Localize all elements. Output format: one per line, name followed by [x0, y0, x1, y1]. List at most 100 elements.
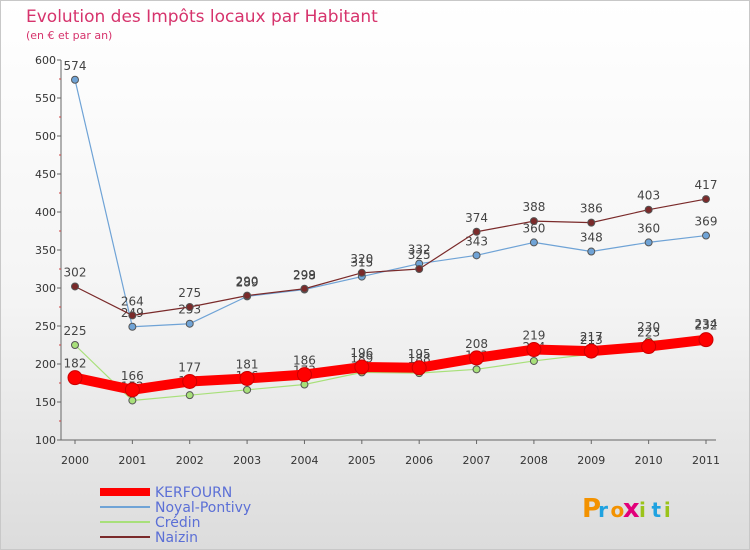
data-label: 181: [236, 357, 259, 371]
series-line: [74, 79, 707, 328]
data-label: 289: [236, 275, 259, 289]
data-point: [357, 268, 366, 277]
data-label: 320: [350, 252, 373, 266]
data-label: 195: [408, 347, 431, 361]
data-label: 360: [637, 221, 660, 235]
data-point: [529, 217, 538, 226]
brand-letter: t: [651, 498, 661, 522]
axes: 100 150 200 250 300 350 400 450 500 550 600 2000 200…: [35, 54, 720, 467]
data-label: 325: [408, 248, 431, 262]
data-label: 196: [350, 346, 373, 360]
data-point: [698, 332, 714, 348]
x-tick-label: 2010: [635, 454, 663, 467]
x-tick-label: 2001: [118, 454, 146, 467]
data-point: [128, 396, 137, 405]
data-point: [583, 343, 599, 359]
brand-letter: r: [598, 498, 608, 522]
data-label: 574: [64, 59, 87, 73]
data-point: [71, 75, 79, 84]
data-label: 290: [236, 275, 259, 289]
data-point: [300, 284, 309, 293]
data-label: 208: [465, 337, 488, 351]
proxiti-logo: Pr ox i t i: [582, 494, 671, 524]
y-tick-label: 350: [35, 244, 56, 257]
data-label: 403: [637, 189, 660, 203]
data-label: 315: [350, 256, 373, 270]
data-point: [702, 231, 710, 240]
data-point: [185, 319, 194, 328]
data-point: [182, 373, 198, 389]
legend-label: Naizin: [155, 530, 198, 546]
data-point: [239, 370, 255, 386]
y-tick-label: 200: [35, 358, 56, 371]
data-label: 189: [350, 351, 373, 365]
data-label: 332: [408, 243, 431, 257]
data-point: [243, 385, 252, 394]
data-label: 182: [64, 357, 87, 371]
data-label: 348: [580, 231, 603, 245]
brand-letter: i: [639, 498, 646, 522]
data-point: [124, 382, 140, 398]
data-point: [529, 238, 538, 247]
data-label: 177: [178, 360, 201, 374]
data-label: 264: [121, 294, 144, 308]
series-line: [74, 198, 707, 316]
data-label: 299: [293, 268, 316, 282]
data-label: 360: [522, 221, 545, 235]
series-layer: 2251521591661731891881932042132302345742…: [64, 59, 718, 405]
legend-label: Crédin: [155, 515, 201, 531]
data-label: 386: [580, 202, 603, 216]
data-point: [415, 265, 424, 273]
data-label: 298: [293, 269, 316, 283]
data-point: [243, 291, 252, 300]
y-tick-label: 600: [35, 54, 56, 67]
data-label: 369: [695, 215, 718, 229]
x-tick-label: 2003: [233, 454, 261, 467]
series-noyal-pontivy: 574249253289298315332343360348360369: [64, 59, 718, 331]
data-point: [644, 205, 653, 214]
data-point: [644, 238, 653, 247]
data-point: [71, 341, 79, 349]
data-label: 225: [64, 324, 87, 338]
y-tick-label: 550: [35, 92, 56, 105]
y-tick-label: 450: [35, 168, 56, 181]
series-kerfourn: 182 166 177 181 186 196 195 208 219 217 223 232: [64, 319, 718, 398]
data-label: 234: [695, 317, 718, 331]
brand-letter: x: [623, 494, 640, 524]
data-label: 213: [580, 333, 603, 347]
x-tick-label: 2000: [61, 454, 89, 467]
series-naizin: 302 264 275 290 299 320 325 374 388 386 403 417: [64, 178, 717, 320]
x-tick-label: 2011: [692, 454, 720, 467]
data-point: [472, 227, 481, 236]
data-point: [296, 367, 312, 383]
data-point: [641, 339, 657, 355]
data-label: 230: [637, 320, 660, 334]
brand-letter: o: [611, 498, 625, 522]
data-point: [128, 311, 137, 320]
legend-label: KERFOURN: [155, 485, 232, 501]
data-label: 343: [465, 234, 488, 248]
data-label: 275: [178, 286, 201, 300]
data-point: [587, 218, 596, 227]
data-point: [472, 365, 481, 374]
data-label: 217: [580, 330, 603, 344]
brand-letter: i: [664, 498, 671, 522]
data-point: [128, 322, 137, 331]
legend-label: Noyal-Pontivy: [155, 500, 251, 516]
data-label: 388: [522, 200, 545, 214]
series-cr-din: 225152159166173189188193204213230234: [64, 317, 718, 405]
y-tick-label: 100: [35, 434, 56, 447]
data-label: 166: [121, 369, 144, 383]
data-label: 302: [64, 265, 87, 279]
data-label: 232: [695, 319, 718, 333]
y-tick-label: 250: [35, 320, 56, 333]
data-label: 186: [293, 354, 316, 368]
chart-subtitle: (en € et par an): [26, 29, 112, 42]
data-label: 223: [637, 326, 660, 340]
y-tick-label: 150: [35, 396, 56, 409]
data-point: [526, 342, 542, 358]
y-tick-label: 400: [35, 206, 56, 219]
data-point: [702, 195, 710, 204]
